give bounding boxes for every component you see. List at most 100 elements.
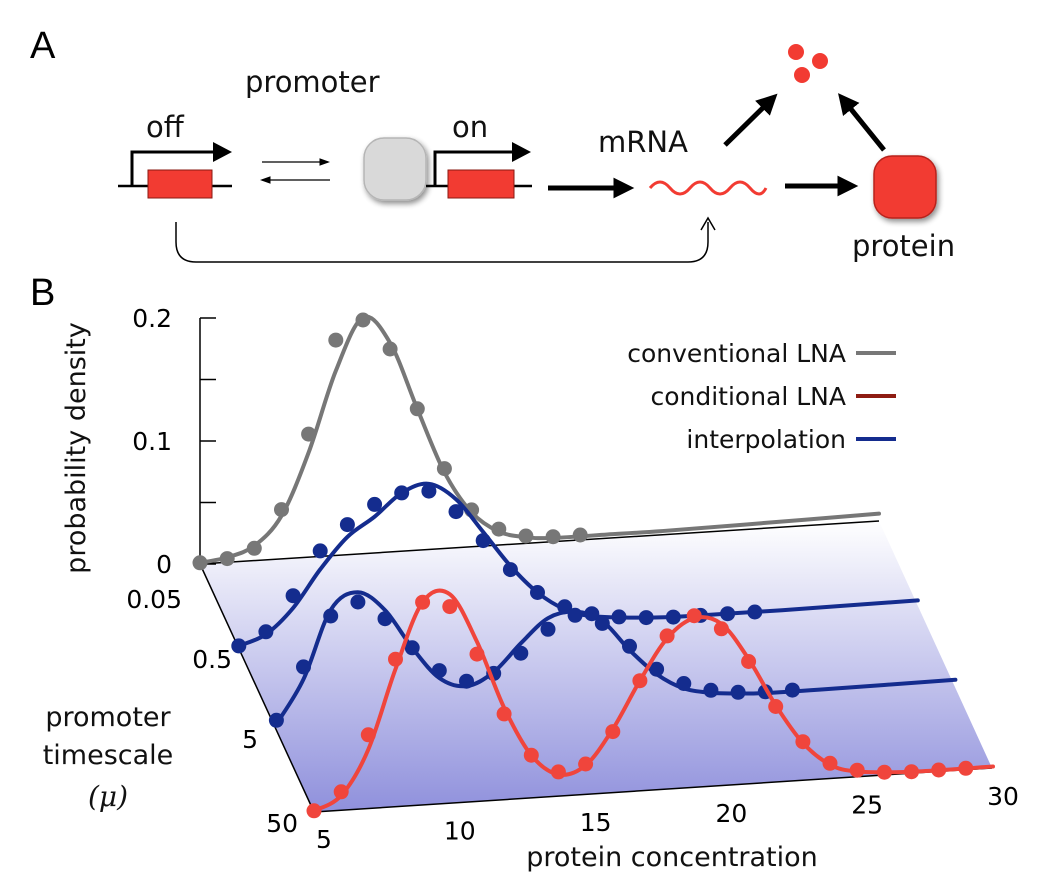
y-tick-label: 0 xyxy=(156,550,172,579)
degradation-products-icon xyxy=(788,44,828,83)
protein-label: protein xyxy=(852,229,955,263)
data-point xyxy=(415,594,431,610)
data-point xyxy=(312,543,328,559)
data-point xyxy=(306,803,322,819)
data-point xyxy=(530,585,545,600)
data-point xyxy=(638,610,654,626)
legend-label-conditional: conditional LNA xyxy=(650,382,846,411)
data-point xyxy=(431,663,447,679)
x-tick-label: 15 xyxy=(580,808,612,837)
data-point xyxy=(567,607,583,623)
data-point xyxy=(513,645,529,661)
z-tick-label: 50 xyxy=(266,809,298,838)
data-point xyxy=(274,502,289,518)
data-point xyxy=(350,594,366,610)
legend-label-interpolation: interpolation xyxy=(686,425,846,454)
protein-decay-arrow xyxy=(838,93,886,152)
data-point xyxy=(360,727,376,743)
data-point xyxy=(572,527,588,543)
data-point xyxy=(659,628,675,644)
data-point xyxy=(459,673,474,689)
data-point xyxy=(876,764,892,780)
data-point xyxy=(686,608,702,624)
series-interpolation-z-0.5 xyxy=(231,481,920,654)
leaky-arrowhead-icon xyxy=(700,216,716,231)
y-axis-ticks: 0 0.1 0.2 xyxy=(132,304,216,579)
data-point xyxy=(301,426,317,442)
data-point xyxy=(594,615,610,631)
data-point xyxy=(496,706,512,722)
data-point xyxy=(665,609,681,625)
off-label: off xyxy=(146,110,185,144)
data-point xyxy=(622,638,637,654)
x-tick-label: 20 xyxy=(715,799,747,828)
promoter-switch-arrows xyxy=(259,158,331,184)
data-point xyxy=(475,533,491,549)
data-point xyxy=(822,755,838,771)
data-point xyxy=(545,529,561,545)
data-point xyxy=(491,521,507,537)
data-point xyxy=(382,341,398,357)
data-point xyxy=(703,682,719,698)
y-tick-label: 0.1 xyxy=(132,427,172,456)
data-point xyxy=(442,599,458,615)
legend-label-conventional: conventional LNA xyxy=(627,339,846,368)
series-line xyxy=(236,481,920,648)
data-point xyxy=(367,496,383,512)
data-point xyxy=(285,588,301,604)
data-point xyxy=(747,604,763,620)
z-axis-line xyxy=(199,563,315,813)
data-point xyxy=(649,661,665,677)
base-plane xyxy=(200,521,992,812)
repressor-icon xyxy=(363,137,427,201)
z-tick-label: 5 xyxy=(242,725,258,754)
data-point xyxy=(502,562,518,578)
series-conventional-z-0.05 xyxy=(192,312,881,571)
data-point xyxy=(611,609,627,625)
panel-a: A promoter off on mRNA protein xyxy=(30,25,955,263)
data-point xyxy=(246,540,262,556)
panel-a-label: A xyxy=(30,25,56,67)
y-axis-label: probability density xyxy=(61,322,92,574)
data-point xyxy=(268,712,284,728)
z-axis-label-symbol: (μ) xyxy=(88,780,128,813)
data-point xyxy=(404,640,420,656)
data-point xyxy=(219,551,235,567)
y-tick-label: 0.2 xyxy=(132,304,172,333)
mrna-icon xyxy=(648,180,768,196)
data-point xyxy=(333,784,349,800)
data-point xyxy=(388,651,403,667)
data-point xyxy=(409,401,425,417)
leaky-transcription-path xyxy=(175,222,709,263)
x-axis-label: protein concentration xyxy=(526,842,818,873)
promoter-label: promoter xyxy=(245,65,380,99)
z-axis-label-line2: timescale xyxy=(43,740,174,771)
data-point xyxy=(523,747,539,763)
x-tick-label: 5 xyxy=(316,825,332,854)
on-label: on xyxy=(452,110,488,144)
data-point xyxy=(550,764,566,780)
data-point xyxy=(258,624,274,640)
panel-b-label: B xyxy=(30,272,55,314)
panel-b: B 0 0.1 0.2 5 10 15 20 25 30 0.05 0.5 5 50 probabi… xyxy=(30,272,1019,873)
data-point xyxy=(448,504,464,520)
data-point xyxy=(676,676,692,691)
series-conditional-z-50 xyxy=(306,588,995,819)
data-point xyxy=(720,606,736,622)
z-axis-ticks: 0.05 0.5 5 50 xyxy=(126,585,298,838)
data-point xyxy=(605,724,621,740)
data-point xyxy=(578,756,594,772)
data-point xyxy=(795,734,811,750)
data-point xyxy=(958,760,974,776)
z-axis-label-line1: promoter xyxy=(45,702,171,733)
data-point xyxy=(540,621,556,637)
data-point xyxy=(713,621,729,637)
series-curves xyxy=(192,312,995,819)
z-tick-label: 0.05 xyxy=(126,585,182,614)
data-point xyxy=(931,762,947,778)
mrna-decay-arrow xyxy=(723,93,778,147)
gene-off-icon xyxy=(118,142,232,199)
z-tick-label: 0.5 xyxy=(192,645,232,674)
data-point xyxy=(339,517,355,533)
